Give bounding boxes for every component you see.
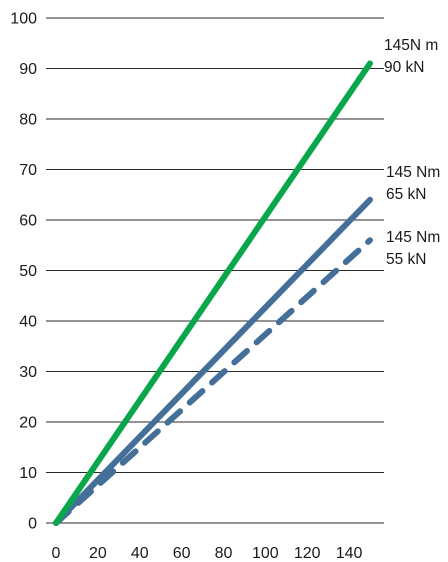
series-annotation-3: 145 Nm: [386, 229, 440, 246]
x-tick-labels: 0 20 40 60 80 100 120 140: [52, 545, 363, 562]
x-tick-label: 0: [52, 545, 61, 562]
series-annotation-2: 65 kN: [386, 186, 427, 203]
y-tick-label: 100: [10, 11, 37, 28]
series-annotation-1: 90 kN: [384, 59, 425, 76]
y-tick-label: 40: [19, 314, 37, 331]
x-tick-label: 40: [131, 545, 149, 562]
x-tick-label: 120: [294, 545, 321, 562]
y-tick-label: 10: [19, 465, 37, 482]
series-annotation-3: 55 kN: [386, 251, 427, 268]
series-annotations: 145N m 90 kN 145 Nm 65 kN 145 Nm 55 kN: [384, 37, 440, 268]
y-tick-label: 20: [19, 415, 37, 432]
y-tick-label: 0: [28, 516, 37, 533]
series-annotation-1: 145N m: [384, 37, 438, 54]
y-tick-label: 30: [19, 364, 37, 381]
x-tick-label: 60: [173, 545, 191, 562]
series-annotation-2: 145 Nm: [386, 164, 440, 181]
y-tick-label: 70: [19, 162, 37, 179]
y-tick-label: 80: [19, 112, 37, 129]
x-tick-label: 140: [336, 545, 363, 562]
series-line-1: [53, 60, 373, 526]
y-tick-label: 50: [19, 263, 37, 280]
x-tick-label: 80: [215, 545, 233, 562]
series-line-3: [53, 237, 373, 526]
x-tick-label: 20: [89, 545, 107, 562]
series-line-2: [53, 196, 373, 526]
x-tick-label: 100: [252, 545, 279, 562]
y-tick-label: 60: [19, 213, 37, 230]
y-tick-labels: 0 10 20 30 40 50 60 70 80 90 100: [10, 11, 37, 533]
y-tick-label: 90: [19, 61, 37, 78]
series-lines: [53, 60, 373, 526]
